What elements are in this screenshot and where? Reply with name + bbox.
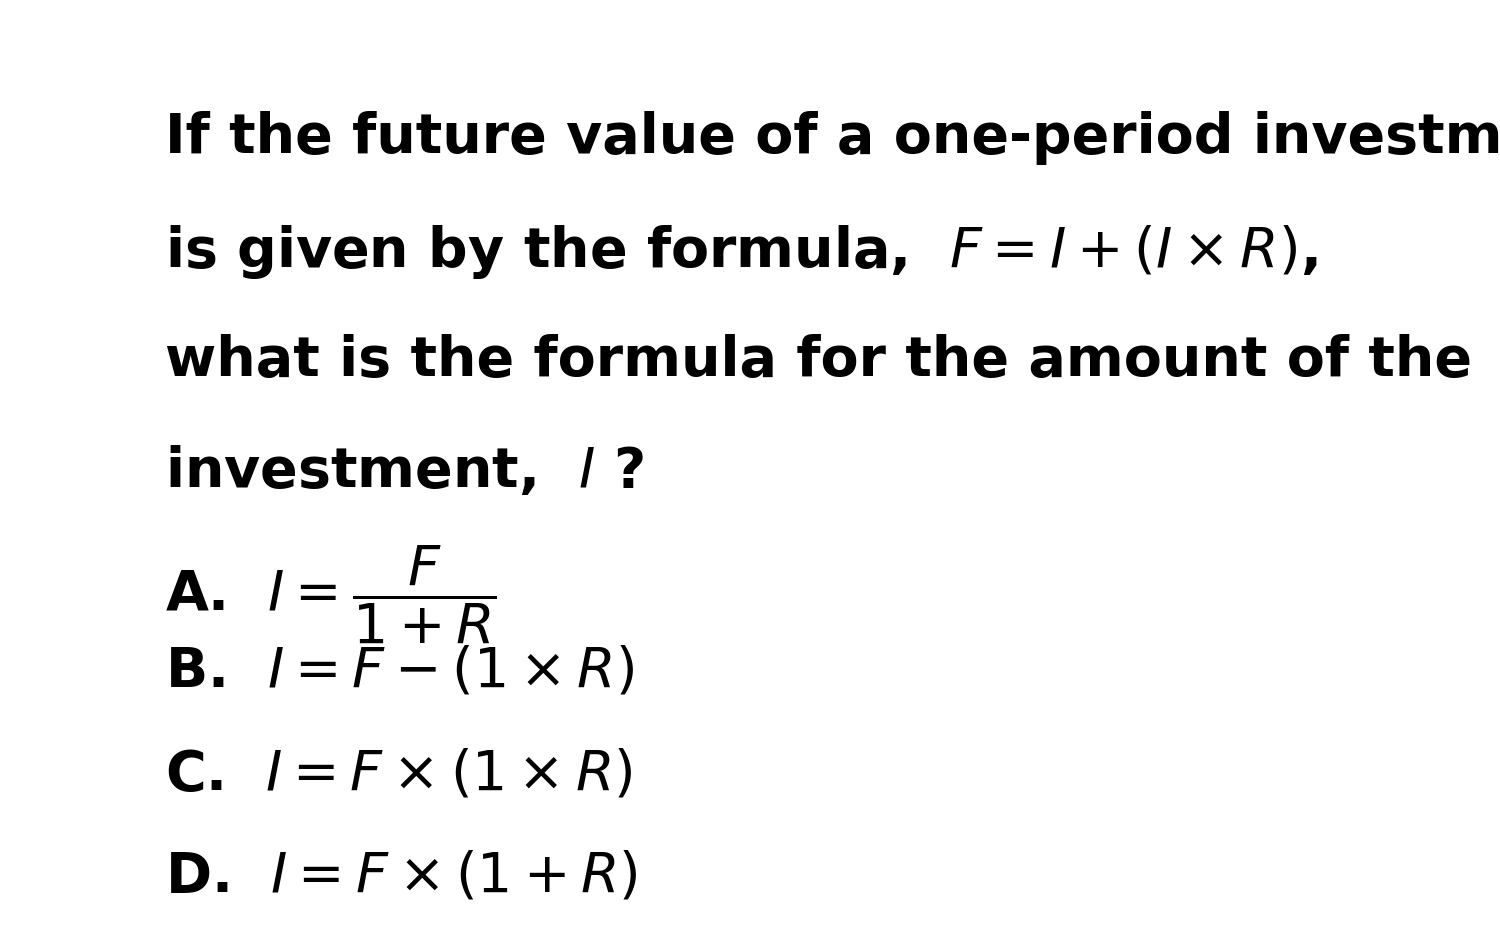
Text: A.  $\mathit{I} = \dfrac{\mathit{F}}{1+\mathit{R}}$: A. $\mathit{I} = \dfrac{\mathit{F}}{1+\m… (165, 542, 497, 644)
Text: is given by the formula,  $\mathit{F} = \mathit{I} + (\mathit{I} \times \mathit{: is given by the formula, $\mathit{F} = \… (165, 222, 1317, 280)
Text: investment,  $\mathit{I}$ ?: investment, $\mathit{I}$ ? (165, 445, 645, 499)
Text: D.  $\mathit{I} = \mathit{F} \times (1 + \mathit{R})$: D. $\mathit{I} = \mathit{F} \times (1 + … (165, 848, 638, 902)
Text: If the future value of a one-period investment: If the future value of a one-period inve… (165, 111, 1500, 165)
Text: what is the formula for the amount of the: what is the formula for the amount of th… (165, 334, 1472, 387)
Text: B.  $\mathit{I} = \mathit{F} - (1 \times \mathit{R})$: B. $\mathit{I} = \mathit{F} - (1 \times … (165, 644, 634, 698)
Text: C.  $\mathit{I} = \mathit{F} \times (1 \times \mathit{R})$: C. $\mathit{I} = \mathit{F} \times (1 \t… (165, 746, 633, 800)
